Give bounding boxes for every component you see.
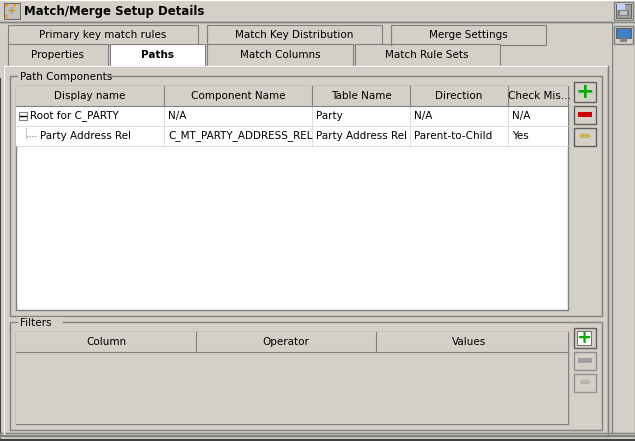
Text: Match Columns: Match Columns xyxy=(239,50,320,60)
Bar xyxy=(614,26,633,44)
Text: Match Rule Sets: Match Rule Sets xyxy=(385,50,469,60)
Text: Party Address Rel: Party Address Rel xyxy=(40,131,131,141)
Bar xyxy=(16,352,568,424)
Bar xyxy=(16,332,568,424)
Bar xyxy=(578,358,592,363)
Bar xyxy=(16,86,568,106)
Bar xyxy=(0,22,612,78)
Text: Direction: Direction xyxy=(436,91,483,101)
Bar xyxy=(616,4,631,18)
Bar xyxy=(616,28,631,38)
Bar xyxy=(8,25,198,45)
Bar xyxy=(16,126,568,146)
Bar xyxy=(620,38,627,42)
Text: N/A: N/A xyxy=(512,111,530,121)
Text: Merge Settings: Merge Settings xyxy=(429,30,507,40)
Bar xyxy=(0,0,610,22)
Text: Yes: Yes xyxy=(512,131,529,141)
Bar xyxy=(620,11,627,15)
Bar xyxy=(618,10,629,16)
Bar xyxy=(574,82,596,102)
Text: Match Key Distribution: Match Key Distribution xyxy=(235,30,353,40)
Text: Check Mis...: Check Mis... xyxy=(507,91,570,101)
Bar xyxy=(18,71,110,81)
Text: Properties: Properties xyxy=(32,50,84,60)
Text: Parent-to-Child: Parent-to-Child xyxy=(414,131,492,141)
Bar xyxy=(574,328,596,348)
Bar xyxy=(574,374,596,392)
Text: Column: Column xyxy=(86,337,126,347)
Bar xyxy=(10,76,602,316)
Text: Party Address Rel: Party Address Rel xyxy=(316,131,407,141)
Text: +: + xyxy=(576,82,594,102)
Bar xyxy=(614,2,633,20)
Bar xyxy=(574,106,596,124)
Bar xyxy=(4,66,608,436)
Text: Path Components: Path Components xyxy=(20,72,112,82)
Text: C_MT_PARTY_ADDRESS_REL: C_MT_PARTY_ADDRESS_REL xyxy=(168,131,312,142)
Text: Component Name: Component Name xyxy=(190,91,285,101)
Bar xyxy=(13,4,16,7)
Bar xyxy=(5,4,8,7)
Bar xyxy=(8,25,604,45)
Text: Display name: Display name xyxy=(55,91,126,101)
Bar xyxy=(8,44,108,66)
Bar xyxy=(578,112,592,117)
Bar xyxy=(207,25,382,45)
Text: ✏: ✏ xyxy=(579,130,591,144)
Text: Table Name: Table Name xyxy=(331,91,391,101)
Text: Values: Values xyxy=(452,337,486,347)
Bar xyxy=(4,3,20,19)
Bar xyxy=(207,44,353,66)
Bar xyxy=(577,331,591,345)
Bar xyxy=(0,0,635,22)
Text: +: + xyxy=(577,329,591,347)
Text: ✏: ✏ xyxy=(579,376,591,390)
Bar xyxy=(574,352,596,370)
Text: Operator: Operator xyxy=(262,337,309,347)
Bar xyxy=(18,317,63,327)
Bar xyxy=(10,322,602,430)
Text: Root for C_PARTY: Root for C_PARTY xyxy=(30,111,119,121)
Text: N/A: N/A xyxy=(168,111,187,121)
Bar xyxy=(16,106,568,126)
Bar xyxy=(5,15,8,18)
Bar xyxy=(355,44,500,66)
Text: Match/Merge Setup Details: Match/Merge Setup Details xyxy=(24,4,204,18)
Text: Primary key match rules: Primary key match rules xyxy=(39,30,166,40)
Bar xyxy=(617,4,625,10)
Bar xyxy=(612,0,635,441)
Text: Filters: Filters xyxy=(20,318,51,328)
Bar xyxy=(110,44,205,66)
Text: Paths: Paths xyxy=(140,50,173,60)
Bar xyxy=(16,86,568,310)
Bar xyxy=(574,128,596,146)
Text: +: + xyxy=(8,6,17,16)
Bar xyxy=(0,433,635,441)
Bar xyxy=(617,29,630,37)
Bar xyxy=(16,332,568,352)
Text: N/A: N/A xyxy=(414,111,432,121)
Bar xyxy=(19,112,27,120)
Text: Party: Party xyxy=(316,111,343,121)
Bar xyxy=(391,25,546,45)
